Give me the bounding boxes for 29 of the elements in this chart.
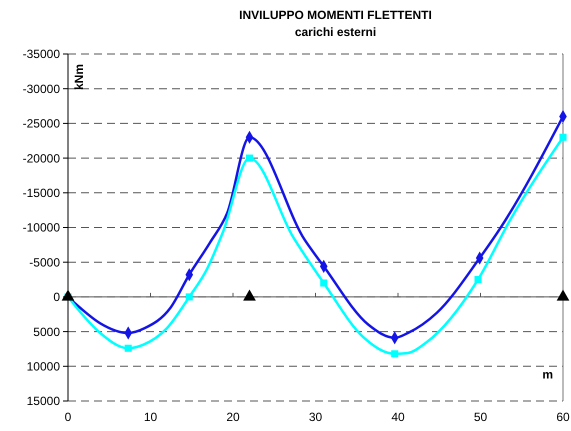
chart-title: INVILUPPO MOMENTI FLETTENTI [239, 8, 432, 22]
x-tick-label: 0 [64, 410, 72, 424]
y-tick-label: -35000 [22, 47, 60, 62]
x-tick-label: 40 [391, 410, 405, 424]
y-tick-label: 15000 [26, 394, 60, 408]
y-tick-label: -15000 [22, 186, 60, 200]
y-tick-label: -25000 [22, 116, 60, 131]
y-tick-label: -10000 [22, 220, 60, 235]
x-tick-label: 50 [474, 410, 488, 424]
point [186, 293, 193, 300]
x-axis-title: m [542, 367, 553, 382]
y-tick-label: -30000 [22, 82, 60, 96]
point [559, 134, 567, 141]
point [474, 276, 482, 284]
x-tick-label: 20 [226, 410, 240, 424]
x-tick-label: 10 [144, 410, 158, 424]
y-tick-label: 5000 [33, 324, 60, 339]
y-tick-label: 0 [53, 290, 60, 304]
y-tick-label: -5000 [29, 255, 60, 270]
y-tick-label: 10000 [26, 360, 60, 374]
point [391, 350, 398, 358]
point [320, 279, 328, 287]
point [246, 154, 254, 162]
x-tick-label: 30 [308, 410, 322, 424]
x-tick-label: 60 [556, 410, 570, 424]
y-tick-label: -20000 [22, 151, 60, 166]
chart-subtitle: carichi esterni [294, 25, 376, 39]
y-axis-title: kNm [72, 64, 86, 90]
point [124, 344, 132, 352]
